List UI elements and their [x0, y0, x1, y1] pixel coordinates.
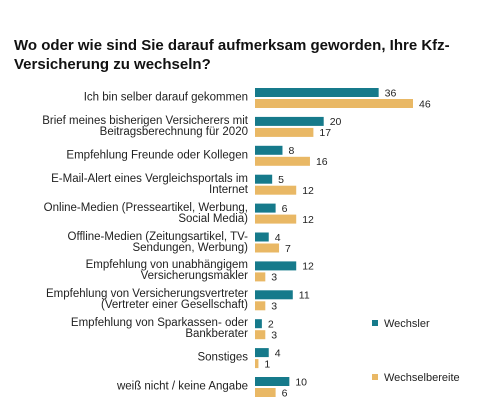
value-label: 11: [299, 290, 310, 302]
value-label: 6: [282, 387, 288, 399]
bar: [255, 174, 273, 184]
bar: [255, 185, 297, 195]
value-label: 3: [271, 272, 277, 284]
category-label: Empfehlung von Versicherungsvertreter (V…: [46, 288, 248, 312]
bar: [255, 243, 280, 253]
category-label: weiß nicht / keine Angabe: [116, 380, 248, 393]
chart-title: Wo oder wie sind Sie darauf aufmerksam g…: [14, 37, 450, 73]
category-label: Online-Medien (Presseartikel, Werbung, S…: [43, 201, 248, 225]
bar: [255, 88, 379, 97]
value-label: 1: [264, 358, 270, 370]
value-label: 12: [302, 185, 314, 197]
value-label: 36: [385, 87, 397, 99]
legend-label: Wechsler: [384, 318, 430, 330]
value-label: 20: [330, 116, 342, 128]
category-label: Sonstiges: [197, 351, 248, 364]
value-label: 4: [275, 232, 281, 244]
bar: [255, 388, 276, 397]
category-label: Empfehlung Freunde oder Kollegen: [66, 149, 248, 162]
value-label: 10: [295, 376, 307, 388]
bar: [255, 99, 413, 108]
bar: [255, 203, 276, 213]
bar: [255, 330, 266, 340]
bar: [255, 348, 269, 358]
bar: [255, 145, 283, 155]
bar: [255, 290, 293, 300]
value-label: 16: [316, 156, 328, 168]
value-label: 17: [319, 127, 331, 139]
value-label: 12: [302, 261, 314, 273]
category-label: Ich bin selber darauf gekommen: [83, 91, 248, 104]
value-label: 3: [271, 329, 277, 341]
bar: [255, 272, 266, 282]
bar: [255, 261, 297, 271]
bar: [255, 359, 259, 369]
category-label: Brief meines bisherigen Versicherers mit…: [42, 114, 248, 138]
bar: [255, 214, 297, 224]
legend-label: Wechselbereite: [384, 372, 460, 384]
legend-swatch: [372, 320, 378, 326]
value-label: 8: [288, 145, 294, 157]
category-label: Empfehlung von unabhängigem Versicherung…: [85, 259, 248, 283]
bar: [255, 377, 290, 386]
bar: [255, 232, 269, 242]
category-label: Offline-Medien (Zeitungsartikel, TV-Send…: [67, 230, 248, 254]
value-label: 7: [285, 243, 291, 255]
value-label: 46: [419, 98, 431, 110]
bar: [255, 156, 310, 166]
bar: [255, 301, 266, 311]
value-label: 6: [282, 203, 288, 215]
value-label: 5: [278, 174, 284, 186]
value-label: 3: [271, 301, 277, 313]
value-label: 12: [302, 214, 314, 226]
value-label: 2: [268, 318, 274, 330]
category-label: E-Mail-Alert eines Vergleichsportals im …: [51, 172, 248, 196]
bar: [255, 319, 262, 329]
value-label: 4: [275, 347, 281, 359]
legend-swatch: [372, 374, 378, 380]
category-label: Empfehlung von Sparkassen- oder Bankbera…: [70, 317, 248, 341]
bar: [255, 127, 314, 137]
bar: [255, 116, 324, 126]
